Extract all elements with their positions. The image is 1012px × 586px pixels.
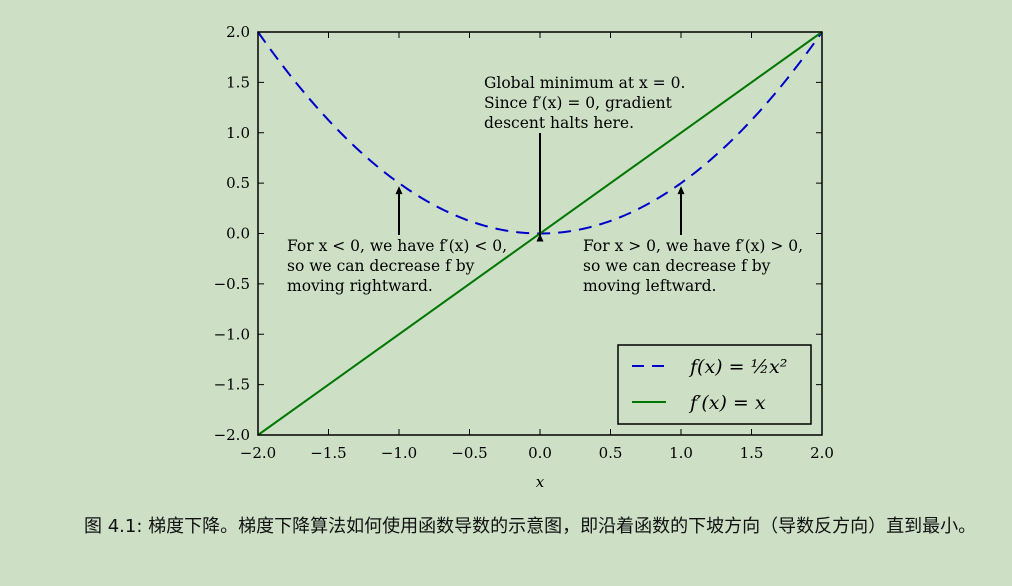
x-tick-label: 1.0 — [669, 444, 693, 462]
annotation-text: moving rightward. — [287, 277, 433, 295]
annotation-text: so we can decrease f by — [287, 257, 475, 275]
y-tick-label: 1.5 — [226, 73, 250, 91]
x-tick-label: 0.0 — [528, 444, 552, 462]
x-tick-label: −1.5 — [310, 444, 346, 462]
y-tick-label: −1.0 — [214, 325, 250, 343]
annotation-text: For x < 0, we have f′(x) < 0, — [287, 237, 507, 255]
x-tick-label: −1.0 — [381, 444, 417, 462]
annotation-arrowhead — [677, 186, 685, 195]
x-tick-label: 1.5 — [740, 444, 764, 462]
y-tick-label: −0.5 — [214, 275, 250, 293]
annotation-arrowhead — [536, 233, 544, 242]
annotation-text: Global minimum at x = 0. — [484, 74, 685, 92]
x-tick-label: 2.0 — [810, 444, 834, 462]
y-tick-label: 0.5 — [226, 174, 250, 192]
x-tick-label: 0.5 — [599, 444, 623, 462]
x-tick-label: −2.0 — [240, 444, 276, 462]
legend: f(x) = ½x² f′(x) = x — [617, 344, 812, 425]
annotation-text: For x > 0, we have f′(x) > 0, — [583, 237, 803, 255]
y-tick-label: 0.0 — [226, 225, 250, 243]
x-axis-label: x — [536, 473, 545, 491]
annotation-text: descent halts here. — [484, 114, 634, 132]
annotation-arrowhead — [395, 186, 403, 195]
chart: −2.0 −1.5 −1.0 −0.5 0.0 0.5 1.0 1.5 2.0 2.0 1.5 1.0… — [214, 23, 834, 491]
annotations: Global minimum at x = 0. Since f′(x) = 0,… — [287, 74, 803, 295]
plot-frame — [257, 31, 823, 436]
legend-entry: f′(x) = x — [688, 392, 766, 414]
x-tick-label: −0.5 — [451, 444, 487, 462]
legend-box — [617, 344, 812, 425]
annotation-text: Since f′(x) = 0, gradient — [484, 94, 673, 112]
y-tick-label: −1.5 — [214, 376, 250, 394]
y-tick-label: 1.0 — [226, 124, 250, 142]
annotation-text: moving leftward. — [583, 277, 716, 295]
figure-caption: 图 4.1: 梯度下降。梯度下降算法如何使用函数导数的示意图，即沿着函数的下坡方… — [84, 516, 977, 537]
legend-entry: f(x) = ½x² — [688, 356, 787, 378]
y-tick-label: −2.0 — [214, 426, 250, 444]
annotation-text: so we can decrease f by — [583, 257, 771, 275]
y-tick-label: 2.0 — [226, 23, 250, 41]
axis-ticks: −2.0 −1.5 −1.0 −0.5 0.0 0.5 1.0 1.5 2.0 2.0 1.5 1.0… — [214, 23, 834, 462]
